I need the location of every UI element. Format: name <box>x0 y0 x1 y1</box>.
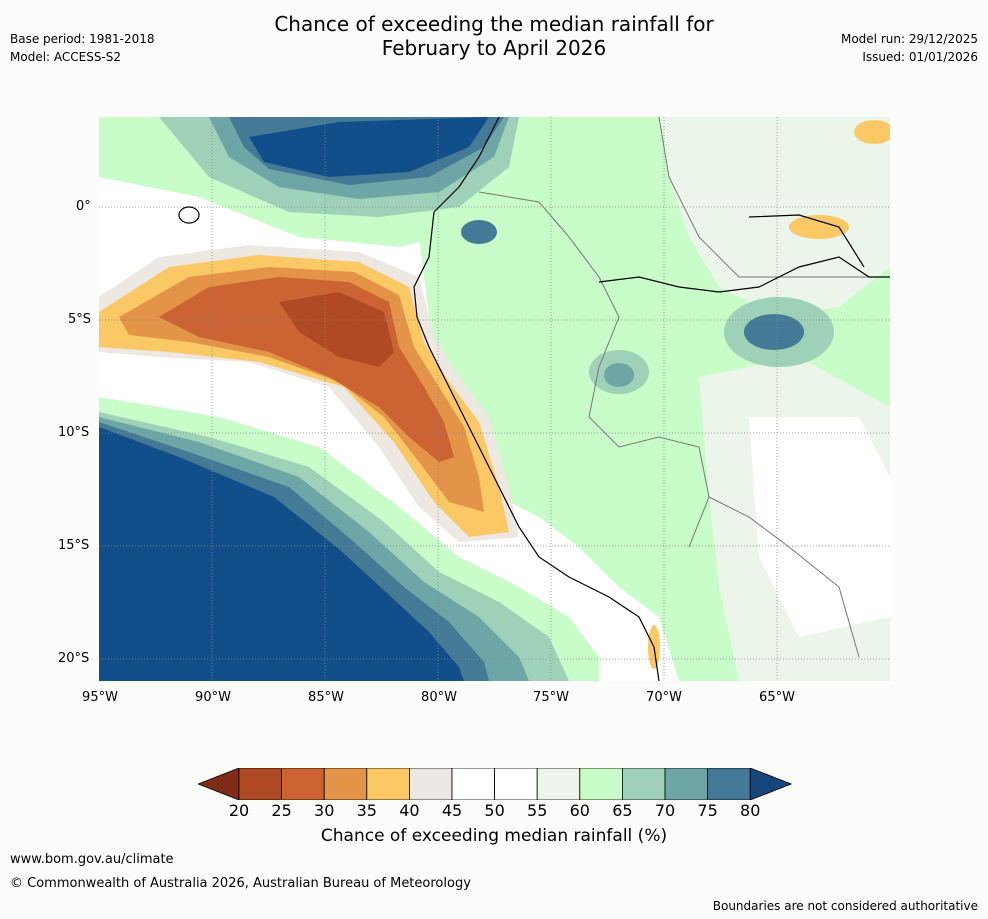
graticule <box>99 117 890 681</box>
colorbar-tick-label: 70 <box>654 801 676 820</box>
colorbar-bin <box>579 768 623 800</box>
wet-zone-northwest-80 <box>249 117 489 177</box>
wet-patch-andes-core <box>604 363 634 387</box>
lon-label: 85°W <box>308 690 344 705</box>
river-amazon <box>598 256 890 293</box>
model-text: Model: ACCESS-S2 <box>10 50 122 64</box>
colorbar-tick-label: 80 <box>740 801 761 820</box>
border-peru-brazil <box>478 191 710 548</box>
border-bolivia-paraguay <box>708 496 860 658</box>
wet-zone-southwest-80 <box>99 427 464 681</box>
lon-label: 65°W <box>759 690 795 705</box>
colorbar-tick-label: 45 <box>441 801 463 820</box>
title-line-2: February to April 2026 <box>381 36 607 60</box>
wet-patch-central-core <box>744 314 804 350</box>
lon-label: 95°W <box>82 690 118 705</box>
colorbar-tick-label: 20 <box>228 801 250 820</box>
lat-label: 15°S <box>58 538 90 553</box>
colorbar-extend-low <box>198 768 240 800</box>
colorbar-bin <box>664 768 708 800</box>
wet-patch-ecuador <box>461 220 497 244</box>
colorbar-bin <box>451 768 495 800</box>
model-info: Base period: 1981-2018 Model: ACCESS-S2 <box>10 30 155 66</box>
neutral-zone-north <box>659 117 890 317</box>
colorbar-tick-label: 60 <box>569 801 590 820</box>
lat-label: 20°S <box>58 651 90 666</box>
base-period-text: Base period: 1981-2018 <box>10 32 155 46</box>
colorbar-tick-label: 30 <box>314 801 335 820</box>
lat-label: 10°S <box>58 425 90 440</box>
dry-patch-north <box>789 215 849 239</box>
copyright-text: © Commonwealth of Australia 2026, Austra… <box>10 876 471 891</box>
lon-label: 90°W <box>195 690 231 705</box>
run-info: Model run: 29/12/2025 Issued: 01/01/2026 <box>841 30 978 66</box>
river-negro <box>748 214 865 268</box>
colorbar-bin <box>621 768 666 800</box>
colorbar-tick-label: 40 <box>399 801 420 820</box>
median-zone-east <box>749 417 890 637</box>
colorbar-bin <box>323 768 368 800</box>
border-colombia-brazil <box>658 117 869 278</box>
colorbar-tick-label: 25 <box>271 801 292 820</box>
colorbar-bin <box>238 768 282 800</box>
rainfall-map <box>99 117 890 681</box>
galapagos-islands <box>178 206 200 224</box>
lat-label: 5°S <box>68 312 92 327</box>
disclaimer-text: Boundaries are not considered authoritat… <box>712 899 978 913</box>
website-link[interactable]: www.bom.gov.au/climate <box>10 852 174 867</box>
colorbar-extend-high <box>749 768 792 800</box>
colorbar <box>198 768 792 800</box>
colorbar-tick-label: 75 <box>697 801 718 820</box>
lon-label: 80°W <box>421 690 457 705</box>
model-run-text: Model run: 29/12/2025 <box>840 32 978 46</box>
map-canvas <box>99 117 890 681</box>
issued-text: Issued: 01/01/2026 <box>862 50 978 64</box>
colorbar-bin <box>281 768 325 800</box>
coastline-path <box>413 117 660 681</box>
country-borders <box>478 117 869 658</box>
colorbar-label: Chance of exceeding median rainfall (%) <box>320 826 668 846</box>
dry-patch-northeast <box>854 120 890 144</box>
coastline <box>178 117 890 681</box>
colorbar-bin <box>494 768 538 800</box>
lon-label: 75°W <box>533 690 569 705</box>
lon-label: 70°W <box>646 690 682 705</box>
colorbar-tick-label: 65 <box>612 801 633 820</box>
colorbar-tick-label: 35 <box>356 801 377 820</box>
lat-label: 0° <box>76 199 91 214</box>
dry-zone-20 <box>279 292 394 367</box>
title-line-1: Chance of exceeding the median rainfall … <box>274 12 714 36</box>
colorbar-tick-label: 55 <box>527 801 548 820</box>
colorbar-bin <box>366 768 410 800</box>
map-title: Chance of exceeding the median rainfall … <box>0 12 988 60</box>
colorbar-bin <box>408 768 453 800</box>
colorbar-bin <box>536 768 581 800</box>
colorbar-tick-label: 50 <box>484 801 505 820</box>
colorbar-bin <box>707 768 751 800</box>
